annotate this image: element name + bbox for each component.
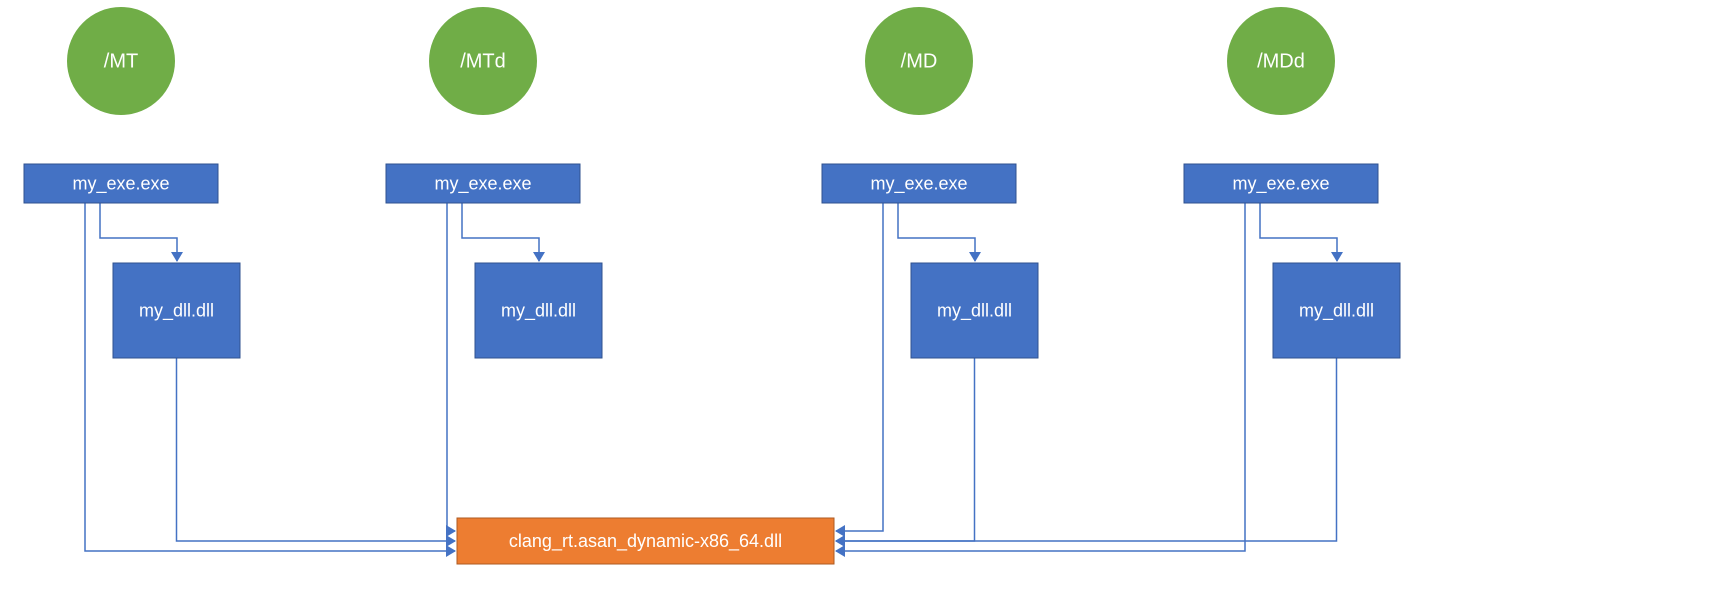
exe-box-mt-label: my_exe.exe bbox=[72, 173, 169, 194]
connectors bbox=[85, 203, 1337, 551]
dll-box-md-label: my_dll.dll bbox=[937, 300, 1012, 321]
exe-box-md-label: my_exe.exe bbox=[870, 173, 967, 194]
shared-dll-box-label: clang_rt.asan_dynamic-x86_64.dll bbox=[509, 531, 782, 552]
connector bbox=[898, 203, 975, 261]
connector bbox=[177, 358, 456, 541]
asan-linking-diagram: /MT my_exe.exe my_dll.dll/MTd my_exe.exe my_… bbox=[0, 0, 1725, 605]
dll-box-mdd-label: my_dll.dll bbox=[1299, 300, 1374, 321]
connector bbox=[836, 203, 1245, 551]
connector bbox=[100, 203, 177, 261]
connector bbox=[447, 203, 455, 531]
exe-box-mdd-label: my_exe.exe bbox=[1232, 173, 1329, 194]
exe-box-mtd-label: my_exe.exe bbox=[434, 173, 531, 194]
circle-mt-label: /MT bbox=[104, 50, 138, 72]
connector bbox=[836, 358, 975, 541]
dll-box-mt-label: my_dll.dll bbox=[139, 300, 214, 321]
connector bbox=[85, 203, 455, 551]
connector bbox=[836, 203, 883, 531]
connector bbox=[462, 203, 539, 261]
circle-md-label: /MD bbox=[901, 50, 938, 72]
connector bbox=[836, 358, 1337, 541]
shapes: /MT my_exe.exe my_dll.dll/MTd my_exe.exe my_… bbox=[24, 7, 1400, 564]
circle-mtd-label: /MTd bbox=[460, 50, 506, 72]
dll-box-mtd-label: my_dll.dll bbox=[501, 300, 576, 321]
circle-mdd-label: /MDd bbox=[1257, 50, 1305, 72]
connector bbox=[1260, 203, 1337, 261]
